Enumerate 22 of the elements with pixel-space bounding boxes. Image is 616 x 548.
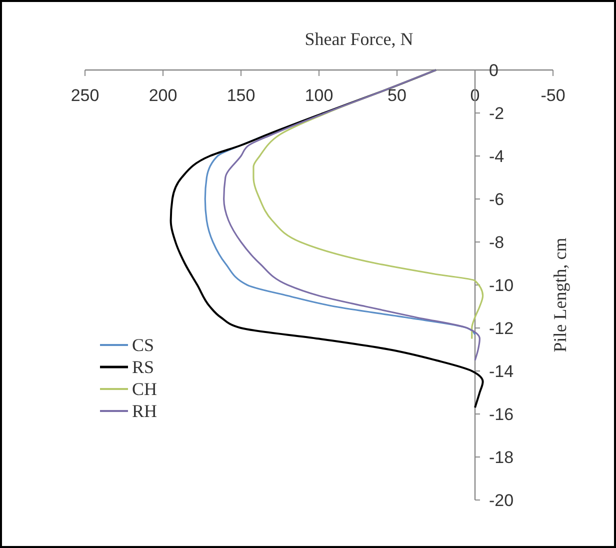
- legend-label: RH: [132, 401, 158, 421]
- y-tick-label: -16: [489, 405, 514, 424]
- y-tick-label: -8: [489, 233, 504, 252]
- legend-label: RS: [132, 357, 154, 377]
- x-tick-label: -50: [540, 86, 566, 105]
- y-tick-label: -14: [489, 362, 514, 381]
- y-tick-label: -6: [489, 190, 504, 209]
- x-tick-label: 100: [304, 86, 334, 105]
- x-tick-label: 50: [388, 86, 406, 105]
- y-tick-label: -4: [489, 147, 504, 166]
- x-axis-title: Shear Force, N: [304, 29, 414, 49]
- x-tick-label: 200: [148, 86, 178, 105]
- legend-label: CH: [132, 379, 158, 399]
- y-tick-label: -18: [489, 448, 514, 467]
- y-tick-label: -2: [489, 104, 504, 123]
- x-tick-label: 150: [226, 86, 256, 105]
- y-tick-label: -12: [489, 319, 514, 338]
- y-tick-label: -10: [489, 276, 514, 295]
- y-axis-title: Pile Length, cm: [550, 238, 570, 352]
- y-tick-label: -20: [489, 491, 514, 510]
- legend-label: CS: [132, 335, 154, 355]
- x-tick-label: 250: [70, 86, 100, 105]
